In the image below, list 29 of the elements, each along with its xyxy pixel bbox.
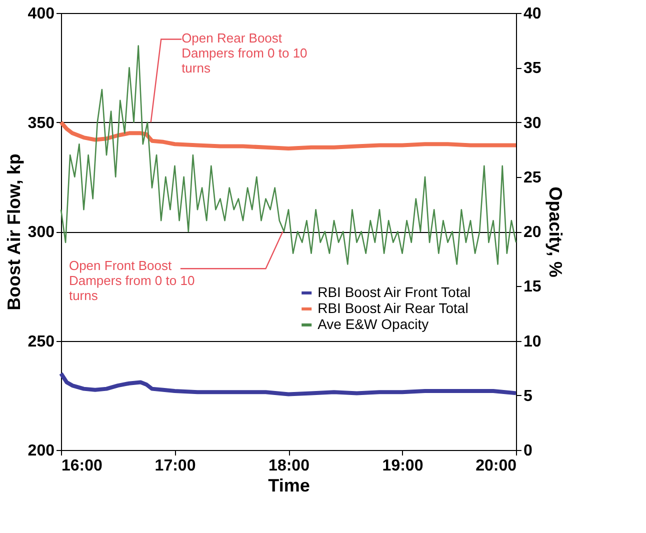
y2-tick-label: 0 — [524, 442, 532, 460]
x-tick-label: 18:00 — [268, 458, 310, 474]
y2-tick-label: 25 — [524, 169, 542, 186]
annotation: Open Front Boost Dampers from 0 to 10 turns — [68, 258, 195, 303]
line-series — [59, 120, 518, 150]
y-tick-label: 300 — [28, 224, 55, 241]
x-tick-label: 19:00 — [382, 458, 424, 474]
annotation: Open Rear Boost Dampers from 0 to 10 turns — [182, 30, 308, 76]
y2-tick-label: 20 — [524, 224, 542, 241]
x-tick-label: 20:00 — [476, 458, 517, 474]
x-tick-label: 16:00 — [62, 458, 103, 474]
y-axis-title: Boost Air Flow, kp — [4, 154, 24, 310]
y2-tick-label: 5 — [524, 388, 532, 405]
y2-tick-label: 15 — [524, 278, 542, 296]
y-tick-label: 400 — [28, 6, 55, 22]
y2-tick-label: 30 — [524, 114, 542, 132]
y2-tick-label: 35 — [524, 60, 542, 78]
x-tick-label: 17:00 — [154, 458, 196, 474]
x-axis-title: Time — [268, 476, 310, 496]
y-tick-label: 200 — [28, 442, 55, 460]
y2-tick-label: 40 — [524, 6, 542, 22]
legend-label: Ave E&W Opacity — [318, 316, 429, 332]
legend-label: RBI Boost Air Rear Total — [318, 300, 468, 316]
line-series — [59, 372, 518, 396]
y2-tick-label: 10 — [524, 333, 542, 350]
y-tick-label: 250 — [28, 333, 55, 350]
legend-label: RBI Boost Air Front Total — [318, 284, 471, 300]
y2-axis-title: Opacity, % — [545, 186, 566, 278]
y-tick-label: 350 — [28, 114, 55, 132]
